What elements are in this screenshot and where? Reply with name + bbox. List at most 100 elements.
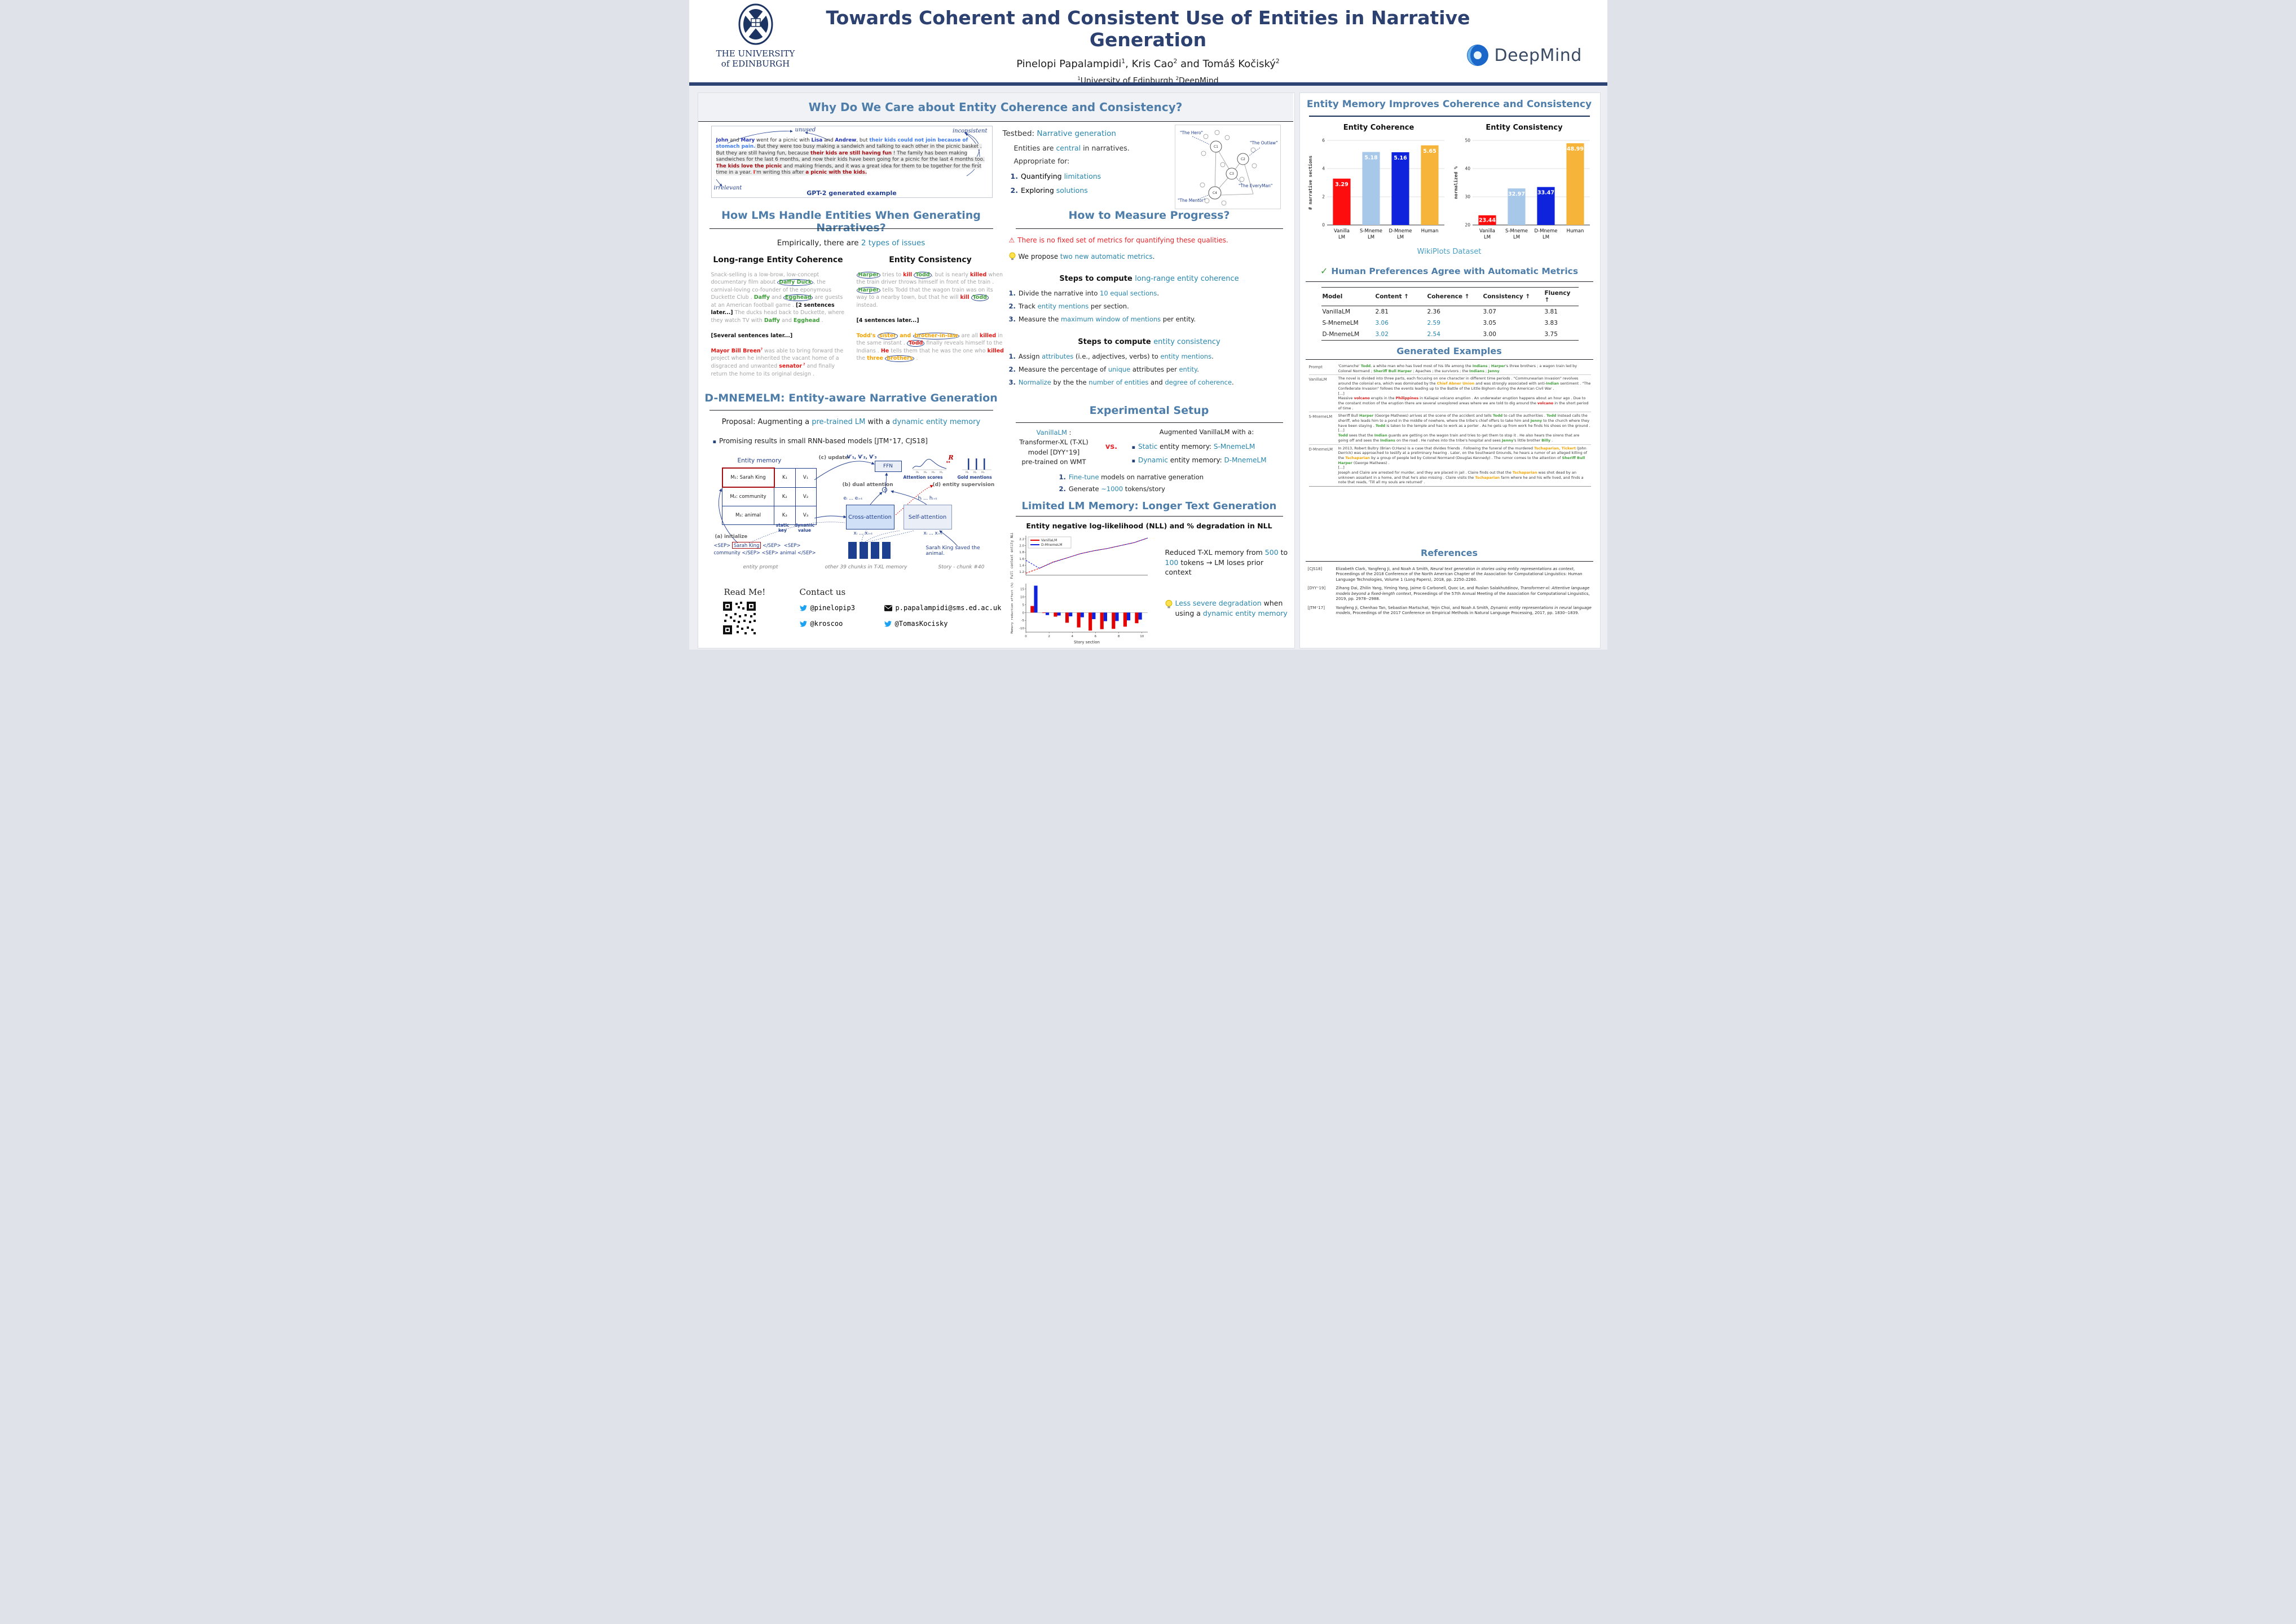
setup-step: 2. Generate ~1000 tokens/story (1059, 485, 1204, 493)
dmneme-proposal: Proposal: Augmenting a pre-trained LM wi… (721, 418, 981, 426)
update-values: V′₁, V′₂, V′₃ (847, 454, 877, 460)
howlms-title: How LMs Handle Entities When Generating … (721, 209, 981, 234)
memory-cell: M₃: animal (722, 506, 774, 525)
step-text: Divide the narrative into 10 equal secti… (1018, 289, 1159, 297)
measure-title: How to Measure Progress? (1068, 209, 1230, 222)
memory-row: M₂: community K₂ V₂ (722, 487, 817, 506)
setup-bullet-1: ▪ Static entity memory: S-MnemeLM (1132, 443, 1290, 451)
txl-memory-chunks (848, 542, 893, 561)
gpt2-example-text: John and Mary went for a picnic with Lis… (716, 138, 985, 176)
step-number: 3. (1008, 315, 1016, 323)
gen-row-prompt: Prompt 'Comanche' Todd, a white man who h… (1309, 363, 1591, 374)
limited-less-text: Less severe degradation when using a dyn… (1165, 598, 1290, 618)
svg-text:S-Mneme: S-Mneme (1360, 228, 1382, 234)
twitter-icon (799, 604, 807, 611)
ref-text: Zihang Dai, Zhilin Yang, Yiming Yang, Ja… (1336, 586, 1590, 602)
dmneme-bullet: ▪ Promising results in small RNN-based mo… (713, 437, 995, 445)
header: THE UNIVERSITY of EDINBURGH Towards Cohe… (689, 0, 1607, 86)
reference-item: [CJS18] Elizabeth Clark, Yangfeng Ji, and… (1308, 567, 1592, 582)
gpt2-example-box: unused inconsistent irrelevant John and … (711, 126, 993, 198)
x-sequence-1: xᵢ ... xᵢ₊ₜ (853, 531, 873, 536)
memory-chunk (870, 542, 879, 559)
consistency-example-text: Harper tries to kill Todd, but is nearly… (856, 272, 1006, 363)
item-number: 1. (1010, 172, 1018, 180)
model-name: S-MnemeLM (1322, 320, 1359, 326)
limited-rule (1015, 516, 1283, 517)
step-text: Normalize by the the number of entities … (1018, 378, 1234, 386)
poster: THE UNIVERSITY of EDINBURGH Towards Cohe… (689, 0, 1607, 650)
steps2-list: 1. Assign attributes (i.e., adjectives, v… (1009, 352, 1290, 386)
howlms-rule (709, 228, 993, 229)
svg-text:D-Mneme: D-Mneme (1389, 228, 1412, 234)
label-the-outlaw: "The Outlaw" (1250, 140, 1278, 145)
step-number: 1. (1059, 473, 1066, 481)
coherence-example-text: Snack-selling is a low-brow, low-concept… (711, 272, 847, 377)
pref-title: Human Preferences Agree with Automatic M… (1331, 266, 1579, 276)
cross-attention-box: Cross-attention (845, 505, 894, 529)
step-number: 2. (1059, 485, 1066, 493)
svg-text:LM: LM (1367, 235, 1374, 240)
cell: 3.05 (1483, 320, 1496, 326)
limited-title: Limited LM Memory: Longer Text Generatio… (1021, 500, 1277, 512)
twitter-handle-text: @pinelopip3 (810, 604, 855, 612)
setup-rule (1015, 422, 1283, 423)
references-list: [CJS18] Elizabeth Clark, Yangfeng Ji, and… (1308, 567, 1592, 620)
svg-text:S-Mneme: S-Mneme (1505, 228, 1528, 234)
references-title: References (1421, 548, 1478, 558)
svg-text:5: 5 (1022, 603, 1024, 607)
gen-row-vanilla: VanillaLM The novel is divided into three… (1308, 374, 1591, 412)
step-text: Assign attributes (i.e., adjectives, ver… (1018, 352, 1214, 360)
gen-text: 'Comanche' Todd, a white man who has liv… (1338, 364, 1579, 373)
chunks-caption: other 39 chunks in T-XL memory (825, 564, 907, 570)
read-me-label: Read Me! (724, 587, 766, 597)
attention-scores-caption: Attention scores (903, 475, 943, 480)
testbed-block: Testbed: Narrative generation Entities a… (1003, 129, 1169, 195)
svg-text:Memory reduction effect (%): Memory reduction effect (%) (1011, 582, 1014, 634)
memory-row: M₁: Sarah King K₁ V₁ (721, 467, 817, 488)
memory-cell: K₂ (774, 487, 796, 506)
step-text: Measure the percentage of unique attribu… (1018, 365, 1199, 373)
poster-title: Towards Coherent and Consistent Use of E… (826, 7, 1470, 51)
svg-text:normalized %: normalized % (1453, 166, 1458, 199)
consistency-chart-title: Entity Consistency (1486, 123, 1563, 132)
col-fluency: Fluency ↑ (1543, 287, 1579, 306)
cell: 2.36 (1427, 308, 1440, 315)
dual-attention-label: (b) dual attention (842, 482, 893, 488)
svg-text:0: 0 (1322, 223, 1325, 228)
pref-table: Model Content ↑ Coherence ↑ Consistency … (1321, 287, 1579, 341)
ref-text: Yangfeng Ji, Chenhao Tan, Sebastian Mart… (1336, 605, 1592, 616)
svg-text:Vanilla: Vanilla (1333, 228, 1349, 234)
memory-cell: M₁: Sarah King (721, 467, 775, 488)
svg-text:1.8: 1.8 (1019, 551, 1024, 554)
entity-supervision-label: (d) entity supervision (932, 482, 995, 488)
memory-cell: K₃ (774, 506, 796, 525)
character-graph-svg: C1 C2 C3 C4 "The Hero" "The Outlaw" "The… (1178, 130, 1278, 206)
deepmind-logo: DeepMind (1466, 44, 1582, 67)
gen-row-dmneme: D-MnemeLM In 2013, Robert Bultry (Brian O… (1308, 444, 1591, 487)
node-c3: C3 (1229, 172, 1233, 176)
cell: 3.81 (1544, 308, 1558, 315)
svg-text:33.47: 33.47 (1537, 190, 1554, 196)
svg-text:M₁: M₁ (916, 471, 919, 474)
svg-text:3.29: 3.29 (1335, 182, 1348, 188)
memory-chunk (848, 542, 857, 559)
bullet-icon: ▪ (1131, 444, 1136, 451)
entity-prompt-caption: entity prompt (743, 564, 778, 570)
why-section-title: Why Do We Care about Entity Coherence an… (808, 100, 1183, 114)
svg-text:6: 6 (1322, 138, 1325, 143)
cell: 2.81 (1375, 308, 1389, 315)
svg-text:M₂: M₂ (924, 471, 927, 474)
svg-text:VanillaLM: VanillaLM (1041, 539, 1057, 542)
svg-text:LM: LM (1396, 235, 1403, 240)
node-c2: C2 (1240, 157, 1245, 161)
svg-text:LM: LM (1513, 235, 1519, 240)
coherence-chart-title: Entity Coherence (1343, 123, 1414, 132)
lightbulb-icon (1009, 252, 1015, 260)
svg-text:M₂: M₂ (973, 471, 977, 474)
setup-step: 1. Fine-tune models on narrative generati… (1059, 473, 1204, 481)
story-text: Sarah King saved the animal. (926, 545, 980, 557)
pref-row: D-MnemeLM 3.02 2.54 3.00 3.75 (1321, 329, 1579, 341)
self-attention-box: Self-attention (903, 505, 952, 529)
svg-text:15: 15 (1020, 588, 1024, 592)
svg-text:Human: Human (1566, 228, 1584, 234)
